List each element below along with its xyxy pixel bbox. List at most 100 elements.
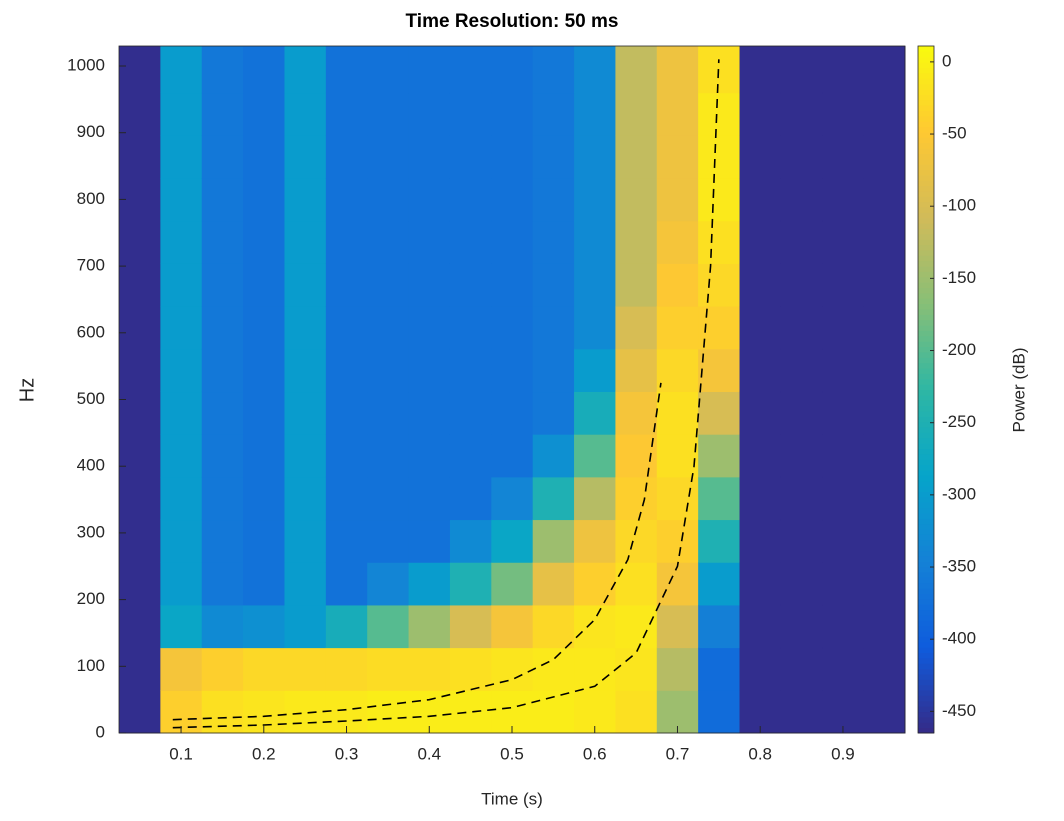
- heatmap-cell: [284, 647, 327, 691]
- heatmap-cell: [243, 46, 285, 94]
- heatmap-cell: [491, 519, 534, 563]
- colorbar-swatch: [918, 448, 934, 455]
- colorbar-tick-label: -450: [942, 701, 976, 720]
- heatmap-cell: [739, 476, 782, 521]
- heatmap-cell: [491, 348, 534, 393]
- heatmap-cell: [243, 604, 285, 649]
- heatmap-cell: [160, 434, 203, 478]
- heatmap-cell: [243, 476, 285, 521]
- heatmap-cell: [863, 306, 906, 350]
- heatmap-cell: [449, 391, 492, 435]
- heatmap-cell: [615, 135, 658, 179]
- colorbar-swatch: [918, 647, 934, 653]
- heatmap-cell: [780, 562, 823, 606]
- heatmap-cell: [201, 263, 244, 307]
- colorbar-swatch: [918, 555, 934, 562]
- heatmap-cell: [491, 220, 534, 264]
- heatmap-cell: [201, 92, 244, 136]
- heatmap-cell: [119, 391, 161, 435]
- heatmap-cell: [325, 263, 368, 307]
- heatmap-cell: [615, 46, 658, 94]
- heatmap-cell: [491, 135, 534, 179]
- heatmap-cell: [367, 647, 410, 691]
- heatmap-cell: [780, 604, 823, 649]
- heatmap-cell: [449, 92, 492, 136]
- heatmap-cell: [780, 220, 823, 264]
- heatmap-cell: [119, 690, 161, 734]
- heatmap-cell: [367, 604, 410, 649]
- x-tick-label: 0.2: [252, 744, 276, 763]
- heatmap-cell: [491, 178, 534, 222]
- heatmap-cell: [739, 46, 782, 94]
- colorbar-swatch: [918, 158, 934, 165]
- heatmap-cell: [822, 46, 865, 94]
- x-tick-label: 0.9: [831, 744, 855, 763]
- heatmap-cell: [532, 306, 575, 350]
- heatmap-cell: [325, 46, 368, 94]
- heatmap-cell: [739, 263, 782, 307]
- heatmap-cell: [408, 92, 451, 136]
- heatmap-cell: [119, 476, 161, 521]
- heatmap-cell: [160, 306, 203, 350]
- colorbar-swatch: [918, 400, 934, 407]
- heatmap-cell: [491, 604, 534, 649]
- heatmap-cell: [119, 46, 161, 94]
- heatmap-cell: [739, 135, 782, 179]
- colorbar-swatch: [918, 695, 934, 702]
- heatmap-cell: [863, 604, 906, 649]
- colorbar-swatch: [918, 46, 934, 52]
- heatmap-cell: [615, 476, 658, 521]
- heatmap-cell: [739, 562, 782, 606]
- heatmap-cell: [532, 348, 575, 393]
- colorbar-swatch: [918, 690, 934, 696]
- heatmap-cell: [698, 476, 741, 521]
- heatmap-cell: [698, 178, 741, 222]
- y-tick-label: 600: [77, 322, 105, 341]
- heatmap-cell: [698, 690, 741, 734]
- heatmap-cell: [201, 135, 244, 179]
- colorbar-swatch: [918, 657, 934, 664]
- heatmap-cell: [160, 263, 203, 307]
- heatmap-cell: [863, 135, 906, 179]
- colorbar-swatch: [918, 523, 934, 530]
- heatmap-cell: [698, 562, 741, 606]
- colorbar-swatch: [918, 185, 934, 192]
- y-tick-label: 500: [77, 389, 105, 408]
- colorbar-swatch: [918, 233, 934, 240]
- colorbar-tick-label: -150: [942, 268, 976, 287]
- heatmap-cell: [615, 348, 658, 393]
- heatmap-cell: [574, 263, 616, 307]
- colorbar-swatch: [918, 190, 934, 197]
- heatmap-cell: [863, 690, 906, 734]
- heatmap-cell: [615, 92, 658, 136]
- heatmap-cell: [863, 348, 906, 393]
- x-tick-label: 0.7: [666, 744, 690, 763]
- heatmap-cell: [615, 391, 658, 435]
- heatmap-cell: [119, 220, 161, 264]
- colorbar-swatch: [918, 593, 934, 600]
- colorbar-swatch: [918, 502, 934, 509]
- colorbar-swatch: [918, 174, 934, 181]
- colorbar-swatch: [918, 292, 934, 299]
- heatmap-cell: [408, 135, 451, 179]
- colorbar-tick-label: -200: [942, 340, 976, 359]
- colorbar-swatch: [918, 346, 934, 353]
- heatmap-cell: [119, 519, 161, 563]
- colorbar-swatch: [918, 271, 934, 278]
- heatmap-cell: [201, 604, 244, 649]
- colorbar-swatch: [918, 416, 934, 423]
- colorbar-swatch: [918, 319, 934, 326]
- heatmap-cell: [574, 306, 616, 350]
- heatmap-cell: [408, 604, 451, 649]
- colorbar-swatch: [918, 308, 934, 315]
- heatmap-cell: [739, 220, 782, 264]
- heatmap-cell: [780, 46, 823, 94]
- colorbar-tick-label: -300: [942, 484, 976, 503]
- heatmap-cell: [367, 476, 410, 521]
- heatmap-cell: [574, 434, 616, 478]
- colorbar-swatch: [918, 362, 934, 369]
- x-axis-label: Time (s): [481, 789, 543, 808]
- heatmap-cell: [491, 92, 534, 136]
- heatmap-cell: [532, 476, 575, 521]
- heatmap-cell: [574, 135, 616, 179]
